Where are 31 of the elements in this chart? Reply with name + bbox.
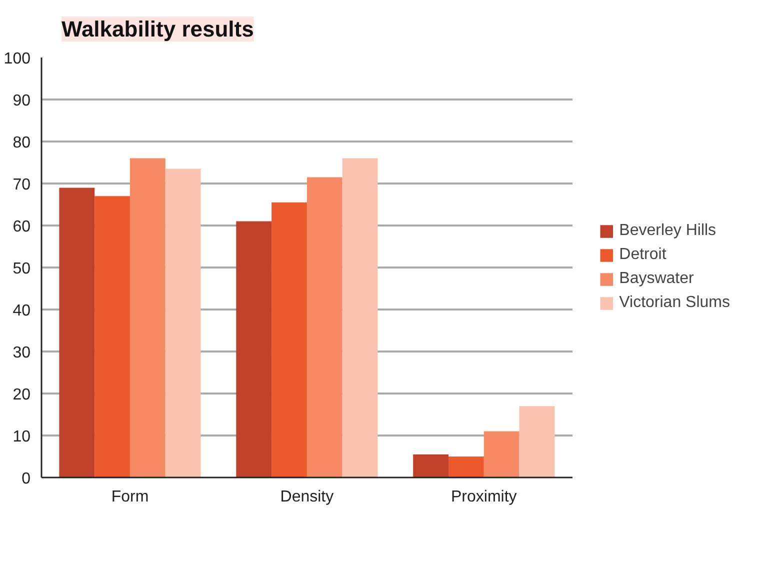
y-tick-label: 80 — [12, 134, 31, 152]
y-tick-label: 30 — [12, 344, 31, 362]
x-tick-label: Proximity — [451, 488, 517, 506]
bar — [448, 456, 484, 478]
bar — [306, 177, 342, 478]
y-tick-label: 40 — [12, 302, 31, 320]
bar — [519, 406, 555, 478]
bar — [484, 431, 520, 478]
y-tick-label: 60 — [12, 218, 31, 236]
bar — [130, 158, 166, 478]
y-tick-label: 0 — [22, 470, 31, 488]
bar — [272, 202, 307, 478]
legend-label: Detroit — [619, 246, 666, 264]
bar — [413, 454, 449, 478]
chart-title: Walkability results — [62, 16, 254, 42]
bar — [342, 158, 378, 478]
legend-label: Bayswater — [619, 270, 694, 288]
y-tick-label: 70 — [12, 176, 31, 194]
bar — [94, 196, 130, 478]
y-tick-label: 10 — [12, 428, 31, 446]
y-tick-label: 100 — [4, 50, 31, 68]
bar — [59, 188, 95, 478]
legend-label: Beverley Hills — [619, 222, 716, 240]
bar — [236, 221, 272, 478]
y-tick-label: 90 — [12, 92, 31, 110]
legend-label: Victorian Slums — [619, 294, 730, 312]
x-tick-label: Form — [111, 488, 149, 506]
x-tick-label: Density — [280, 488, 334, 506]
y-tick-label: 50 — [12, 260, 31, 278]
bar — [165, 168, 201, 478]
y-tick-label: 20 — [12, 386, 31, 404]
